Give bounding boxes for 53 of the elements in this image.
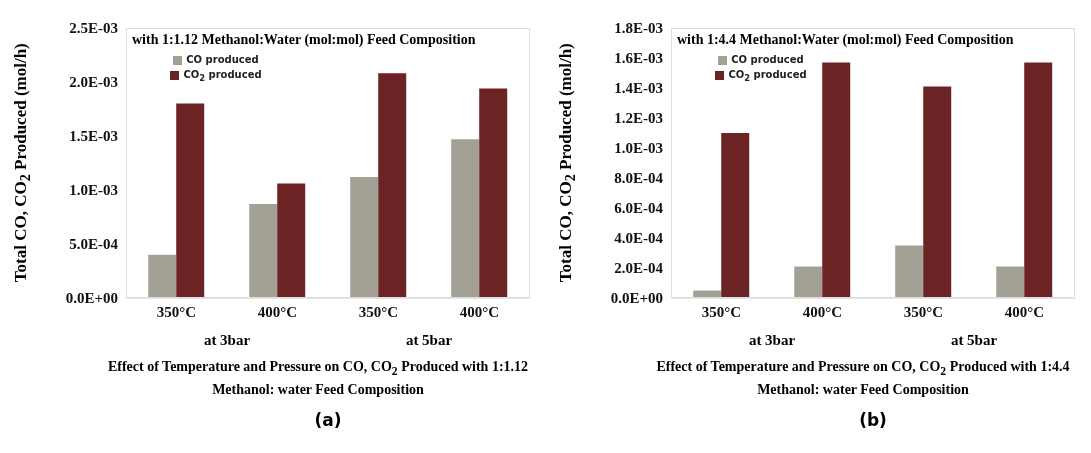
y-tick-label: 1.5E-03 — [69, 128, 118, 145]
x-tick-label: 350°C — [358, 303, 399, 320]
y-tick-label: 4.0E-04 — [614, 230, 664, 247]
x-tick-label: 400°C — [257, 303, 298, 320]
text: at 5bar — [405, 332, 453, 348]
bar — [794, 266, 823, 298]
bar — [176, 103, 205, 298]
bar — [721, 133, 750, 298]
bar — [451, 139, 480, 298]
bar — [1024, 62, 1053, 298]
legend-label: CO produced — [731, 54, 804, 65]
bar — [895, 245, 924, 298]
legend-label: CO produced — [186, 54, 259, 65]
chart-title: with 1:1.12 Methanol:Water (mol:mol) Feed Composition — [132, 32, 476, 47]
bar — [350, 177, 379, 298]
text: at 3bar — [748, 332, 796, 348]
x-tick-label: 350°C — [701, 303, 742, 320]
y-tick-label: 2.0E-04 — [614, 260, 664, 277]
x-axis-title: Effect of Temperature and Pressure on CO, CO$_{2}$ Produced with 1:4.4 Methanol: water Feed Composition — [656, 359, 1070, 397]
y-tick-label: 1.4E-03 — [614, 80, 663, 97]
bar — [148, 254, 177, 298]
y-tick-label: 0.0E+00 — [610, 290, 663, 307]
bar — [996, 266, 1025, 298]
bar — [378, 73, 407, 298]
y-tick-label: 1.8E-03 — [614, 20, 663, 37]
text: at 5bar — [950, 332, 998, 348]
chart-title: with 1:4.4 Methanol:Water (mol:mol) Feed Composition — [677, 32, 1014, 47]
y-tick-label: 2.5E-03 — [69, 20, 118, 37]
bar — [822, 62, 851, 298]
text: (b) — [859, 410, 887, 430]
text: (a) — [314, 410, 342, 430]
x-tick-label: 400°C — [1004, 303, 1045, 320]
bar — [479, 88, 508, 298]
bar — [277, 183, 306, 298]
x-tick-label: 400°C — [802, 303, 843, 320]
y-tick-label: 1.2E-03 — [614, 110, 663, 127]
y-tick-label: 5.0E-04 — [69, 236, 119, 253]
text: at 3bar — [203, 332, 251, 348]
bar — [923, 86, 952, 298]
y-tick-label: 0.0E+00 — [65, 290, 118, 307]
y-tick-label: 1.0E-03 — [69, 182, 118, 199]
y-tick-label: 6.0E-04 — [614, 200, 664, 217]
legend-label: CO$_{2}$ produced — [728, 69, 807, 83]
y-tick-label: 2.0E-03 — [69, 74, 118, 91]
y-tick-label: 8.0E-04 — [614, 170, 664, 187]
y-tick-label: 1.6E-03 — [614, 50, 663, 67]
x-tick-label: 400°C — [459, 303, 500, 320]
legend-label: CO$_{2}$ produced — [183, 69, 262, 83]
bar — [249, 204, 278, 298]
x-tick-label: 350°C — [903, 303, 944, 320]
x-tick-label: 350°C — [156, 303, 197, 320]
x-axis-title: Effect of Temperature and Pressure on CO, CO$_{2}$ Produced with 1:1.12 Methanol: water Feed Composition — [107, 359, 529, 397]
y-tick-label: 1.0E-03 — [614, 140, 663, 157]
